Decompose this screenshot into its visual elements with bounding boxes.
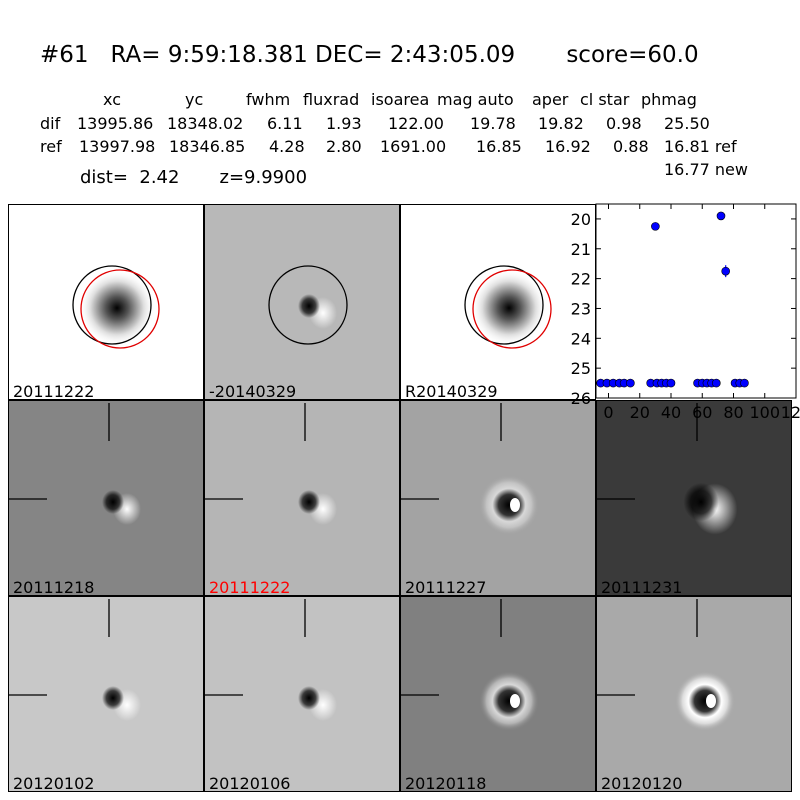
- stamp-image: [72, 265, 160, 349]
- ref-fwhm: 4.28: [269, 137, 305, 156]
- image-panel: -20140329: [204, 204, 400, 400]
- stamp-image: [9, 403, 141, 525]
- stamp-image: [9, 599, 141, 721]
- dif-cl-star: 0.98: [606, 114, 642, 133]
- stamp-image: [268, 265, 348, 345]
- stamp-image: [205, 403, 337, 525]
- y-tick-label: 25: [571, 359, 591, 378]
- panel-date-label: R20140329: [405, 382, 498, 400]
- panel-date-label: 20120102: [13, 774, 95, 792]
- x-tick-label: 100: [749, 403, 780, 422]
- stamp-image: [401, 403, 539, 535]
- dif-mag-auto: 19.78: [470, 114, 516, 133]
- dif-isoarea: 122.00: [388, 114, 444, 133]
- image-panel: 20111222: [8, 204, 204, 400]
- col-header-fwhm: fwhm: [246, 90, 291, 109]
- dif-fwhm: 6.11: [267, 114, 303, 133]
- stamp-image: [464, 265, 552, 349]
- data-point: [651, 222, 660, 231]
- ref-xc: 13997.98: [79, 137, 156, 156]
- x-tick-label: 80: [723, 403, 743, 422]
- col-header-xc: xc: [103, 90, 121, 109]
- light-curve-plot: 20 21 22 23 24 25 26 0 20 40 60 80 100120: [571, 203, 800, 422]
- col-header-aper: aper: [532, 90, 569, 109]
- y-tick-label: 22: [571, 270, 591, 289]
- panel-date-label: 20111218: [13, 578, 95, 596]
- y-tick-label: 26: [571, 389, 591, 408]
- stamp-image: [401, 599, 539, 731]
- ref-row-label: ref: [40, 137, 62, 156]
- col-header-fluxrad: fluxrad: [303, 90, 360, 109]
- panel-date-label: 20120118: [405, 774, 487, 792]
- panel-date-label: 20111222: [13, 382, 95, 400]
- image-panel: 20111231: [596, 400, 792, 596]
- col-header-mag-auto: mag auto: [437, 90, 514, 109]
- ref-cl-star: 0.88: [613, 137, 649, 156]
- data-point: [626, 378, 635, 388]
- ref-isoarea: 1691.00: [380, 137, 447, 156]
- col-header-cl-star: cl star: [580, 90, 630, 109]
- x-tick-label: 120: [781, 403, 800, 422]
- image-panel: 20111222: [204, 400, 400, 596]
- panel-date-label: 20111231: [601, 578, 683, 596]
- data-point: [666, 378, 676, 388]
- ref-fluxrad: 2.80: [326, 137, 362, 156]
- plot-frame: [595, 203, 797, 399]
- panel-date-label: 20111222: [209, 578, 291, 596]
- stamp-image: [597, 403, 738, 535]
- dif-xc: 13995.86: [77, 114, 154, 133]
- panel-date-label: 20111227: [405, 578, 487, 596]
- image-panel: 20111218: [8, 400, 204, 596]
- col-header-phmag: phmag: [641, 90, 697, 109]
- dif-aper: 19.82: [538, 114, 584, 133]
- panel-date-label: 20120120: [601, 774, 683, 792]
- image-panel: 20120120: [596, 596, 792, 792]
- panel-date-label: -20140329: [209, 382, 297, 400]
- y-tick-label: 23: [571, 299, 591, 318]
- x-tick-label: 0: [603, 403, 613, 422]
- image-panel: 20120102: [8, 596, 204, 792]
- dif-fluxrad: 1.93: [326, 114, 362, 133]
- y-tick-label: 20: [571, 210, 591, 229]
- data-point: [712, 378, 721, 388]
- ref-yc: 18346.85: [169, 137, 246, 156]
- image-panel: 20111227: [400, 400, 596, 596]
- data-point: [740, 378, 749, 388]
- data-point: [716, 211, 726, 221]
- ref-mag-auto: 16.85: [476, 137, 522, 156]
- y-tick-label: 21: [571, 240, 591, 259]
- col-header-isoarea: isoarea: [371, 90, 430, 109]
- data-point: [721, 266, 730, 276]
- y-tick-label: 24: [571, 329, 591, 348]
- stamp-image: [205, 599, 337, 721]
- stamp-image: [597, 599, 735, 731]
- dif-phmag: 25.50: [664, 114, 710, 133]
- x-tick-label: 60: [692, 403, 712, 422]
- image-panel: 20120106: [204, 596, 400, 792]
- image-panel: 20120118: [400, 596, 596, 792]
- dif-row-label: dif: [40, 114, 61, 133]
- x-tick-label: 40: [661, 403, 681, 422]
- x-tick-label: 20: [630, 403, 650, 422]
- panel-date-label: 20120106: [209, 774, 291, 792]
- col-header-yc: yc: [185, 90, 204, 109]
- ref-aper: 16.92: [545, 137, 591, 156]
- dist-z-readout: dist= 2.42 z=9.9900: [80, 167, 308, 188]
- page-title: #61 RA= 9:59:18.381 DEC= 2:43:05.09 scor…: [40, 42, 699, 68]
- new-mag: 16.77 new: [664, 160, 748, 179]
- ref-phmag: 16.81 ref: [664, 137, 737, 156]
- dif-yc: 18348.02: [167, 114, 244, 133]
